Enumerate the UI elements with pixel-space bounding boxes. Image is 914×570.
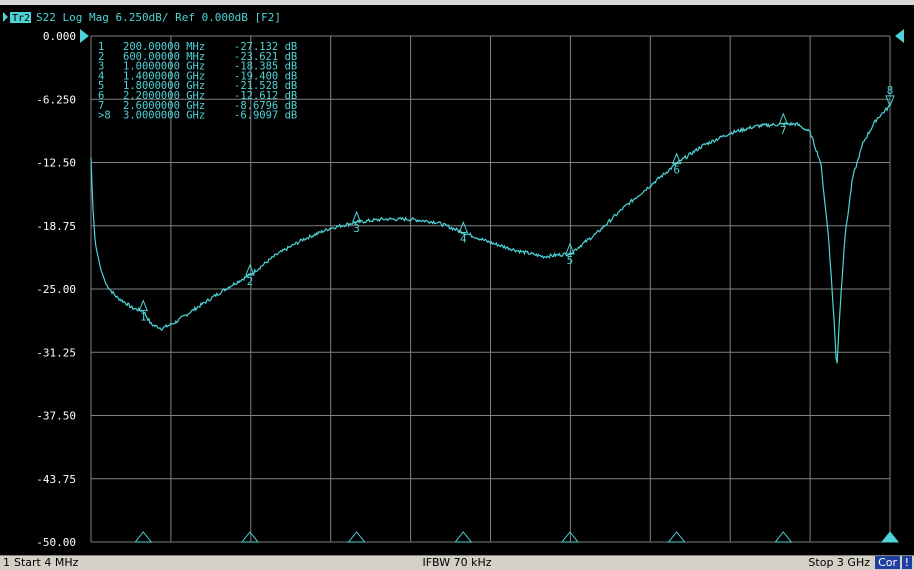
stimulus-arrow-2-icon bbox=[240, 531, 259, 543]
marker-6-triangle bbox=[671, 152, 682, 165]
marker-table-value: -23.621 dB bbox=[234, 51, 297, 63]
marker-table-value: -19.400 dB bbox=[234, 70, 297, 82]
marker-3-triangle bbox=[351, 210, 362, 223]
y-tick-label: -12.50 bbox=[36, 157, 76, 170]
marker-table-frequency: 600.00000 MHz bbox=[123, 51, 205, 63]
stimulus-arrow-1-icon bbox=[134, 531, 153, 543]
window-top-edge bbox=[0, 0, 914, 5]
stimulus-arrow-7-icon bbox=[774, 531, 793, 543]
reference-left-arrow-icon bbox=[80, 29, 89, 43]
stop-frequency[interactable]: Stop 3 GHz bbox=[808, 556, 870, 569]
marker-3-label: 3 bbox=[353, 222, 360, 235]
status-bar: 1 Start 4 MHz IFBW 70 kHz Stop 3 GHz Cor… bbox=[0, 555, 914, 570]
stimulus-arrow-8-icon bbox=[880, 531, 900, 543]
trace-header: Tr2 S22 Log Mag 6.250dB/ Ref 0.000dB [F2… bbox=[3, 11, 281, 24]
marker-7-label: 7 bbox=[780, 124, 787, 137]
marker-7-triangle bbox=[778, 112, 789, 125]
marker-1-label: 1 bbox=[140, 311, 147, 324]
marker-table-frequency: 2.6000000 GHz bbox=[123, 100, 205, 112]
marker-5-triangle bbox=[565, 242, 575, 255]
marker-table-index: 3 bbox=[98, 61, 104, 73]
marker-table-index: 6 bbox=[98, 90, 104, 102]
reference-level-arrows bbox=[80, 29, 904, 43]
stimulus-arrow-4-icon bbox=[454, 531, 473, 543]
y-tick-labels: 0.000 -6.250 -12.50 -18.75 -25.00 -31.25 -37.5… bbox=[36, 30, 76, 549]
marker-table: 1 200.00000 MHz -27.132 dB 2 600.00000 MHz -2… bbox=[98, 41, 297, 122]
marker-table-frequency: 1.0000000 GHz bbox=[123, 61, 205, 73]
stimulus-arrow-3-icon bbox=[347, 531, 366, 543]
y-tick-label: -25.00 bbox=[36, 283, 76, 296]
marker-table-frequency: 3.0000000 GHz bbox=[123, 110, 205, 122]
correction-badge[interactable]: Cor bbox=[875, 556, 900, 569]
ifbw-setting[interactable]: IFBW 70 kHz bbox=[422, 556, 492, 569]
s22-log-mag-chart[interactable]: 0.000 -6.250 -12.50 -18.75 -25.00 -31.25 -37.5… bbox=[0, 5, 914, 555]
marker-table-value: -12.612 dB bbox=[234, 90, 297, 102]
marker-table-value: -18.385 dB bbox=[234, 61, 297, 73]
active-trace-arrow-icon bbox=[3, 12, 8, 22]
marker-5-label: 5 bbox=[567, 254, 574, 267]
marker-table-index: >8 bbox=[98, 110, 111, 122]
marker-table-index: 1 bbox=[98, 41, 104, 53]
y-tick-label: -31.25 bbox=[36, 346, 76, 359]
marker-table-value: -8.6796 dB bbox=[234, 100, 297, 112]
marker-table-index: 7 bbox=[98, 100, 104, 112]
channel-number[interactable]: 1 bbox=[3, 556, 10, 569]
stimulus-arrow-5-icon bbox=[560, 531, 580, 543]
chart-grid bbox=[90, 35, 891, 543]
trace-plot-area[interactable]: 0.000 -6.250 -12.50 -18.75 -25.00 -31.25 -37.5… bbox=[0, 5, 914, 555]
marker-4-label: 4 bbox=[460, 232, 467, 245]
trace-badge-label: Tr2 bbox=[12, 13, 30, 24]
y-tick-label: -50.00 bbox=[36, 536, 76, 549]
marker-table-index: 4 bbox=[98, 70, 104, 82]
y-tick-label: 0.000 bbox=[43, 30, 76, 43]
marker-table-frequency: 200.00000 MHz bbox=[123, 41, 205, 53]
marker-2-triangle bbox=[245, 263, 255, 276]
trace-title: S22 Log Mag 6.250dB/ Ref 0.000dB [F2] bbox=[36, 11, 281, 24]
stimulus-arrows bbox=[134, 531, 900, 543]
y-tick-label: -43.75 bbox=[36, 473, 76, 486]
marker-table-index: 5 bbox=[98, 80, 104, 92]
marker-table-value: -6.9097 dB bbox=[234, 110, 297, 122]
marker-table-frequency: 1.8000000 GHz bbox=[123, 80, 205, 92]
marker-table-value: -27.132 dB bbox=[234, 41, 297, 53]
marker-2-label: 2 bbox=[247, 275, 254, 288]
marker-6-label: 6 bbox=[673, 164, 680, 177]
marker-8-triangle bbox=[885, 95, 895, 108]
start-frequency[interactable]: Start 4 MHz bbox=[14, 556, 79, 569]
trace-badge[interactable] bbox=[10, 12, 31, 23]
marker-1-triangle bbox=[138, 299, 149, 312]
y-tick-label: -18.75 bbox=[36, 220, 76, 233]
marker-table-value: -21.528 dB bbox=[234, 80, 297, 92]
marker-table-frequency: 1.4000000 GHz bbox=[123, 70, 205, 82]
marker-table-index: 2 bbox=[98, 51, 104, 63]
trace-markers: 1 2 3 4 5 6 7 8 bbox=[138, 84, 895, 324]
warning-badge[interactable]: ! bbox=[901, 556, 912, 569]
y-tick-label: -37.50 bbox=[36, 410, 76, 423]
marker-8-label: 8 bbox=[887, 84, 894, 97]
reference-right-arrow-icon bbox=[895, 29, 904, 43]
trace-line bbox=[90, 104, 891, 364]
marker-table-frequency: 2.2000000 GHz bbox=[123, 90, 205, 102]
marker-4-triangle bbox=[458, 220, 469, 233]
stimulus-arrow-6-icon bbox=[667, 531, 686, 543]
y-tick-label: -6.250 bbox=[36, 93, 76, 106]
